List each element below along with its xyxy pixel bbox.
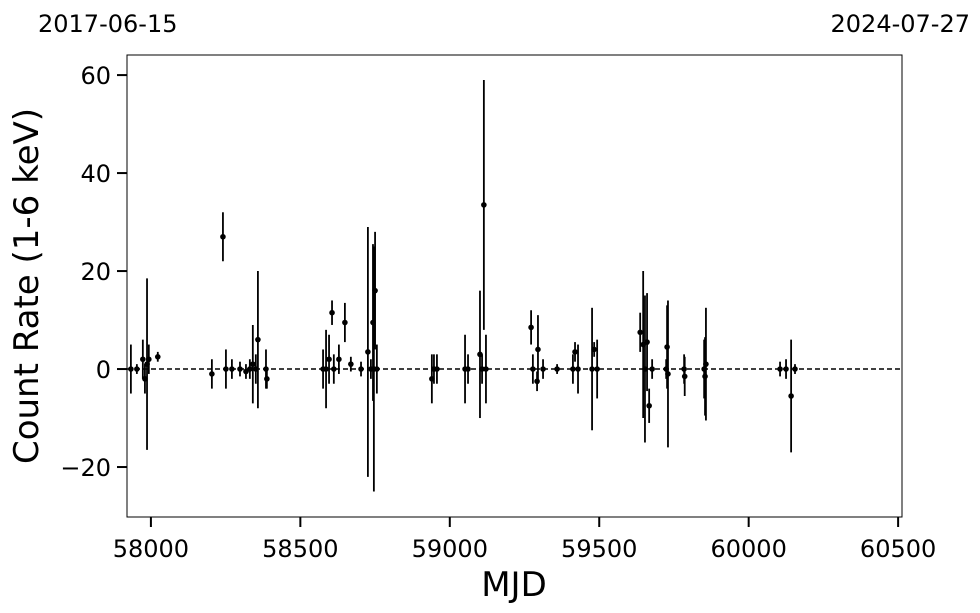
end-date: 2024-07-27 (831, 10, 970, 38)
data-point (479, 366, 485, 372)
y-tick-label: 40 (80, 160, 111, 188)
data-point (554, 366, 560, 372)
data-point (465, 366, 471, 372)
data-point (331, 366, 337, 372)
x-tick-label: 58000 (113, 535, 189, 563)
data-point (255, 336, 261, 343)
data-point (326, 356, 332, 363)
data-point (323, 366, 329, 372)
data-point (788, 393, 794, 399)
data-point (572, 349, 578, 355)
data-point (237, 366, 243, 372)
y-tick-label: −20 (60, 454, 111, 482)
data-point (134, 366, 140, 372)
data-point (128, 366, 134, 372)
x-tick-label: 60000 (710, 535, 786, 563)
data-point (140, 356, 146, 363)
y-tick-label: 60 (80, 62, 111, 90)
data-point (570, 366, 576, 372)
data-point (591, 346, 597, 353)
data-point (372, 287, 378, 294)
data-point (223, 366, 229, 372)
data-point (649, 366, 655, 372)
data-point (264, 376, 270, 382)
data-point (530, 366, 536, 372)
data-point (540, 366, 546, 372)
data-point (594, 366, 600, 372)
data-point (209, 371, 215, 377)
data-point (481, 202, 487, 208)
x-tick-label: 59000 (412, 535, 488, 563)
data-point (329, 309, 335, 316)
data-point (646, 402, 652, 409)
x-tick-label: 60500 (860, 535, 936, 563)
data-point (154, 353, 161, 360)
data-point (247, 366, 253, 372)
x-axis-label: MJD (481, 565, 547, 605)
data-point (250, 361, 256, 367)
data-point (220, 233, 226, 240)
data-point (535, 346, 541, 353)
data-point (637, 329, 643, 336)
data-point (783, 366, 789, 372)
data-point (777, 366, 783, 372)
data-point (589, 366, 595, 372)
y-tick-label: 20 (80, 258, 111, 286)
data-point (665, 371, 671, 377)
x-tick-label: 58500 (262, 535, 338, 563)
start-date: 2017-06-15 (38, 10, 177, 38)
data-point (358, 366, 364, 372)
data-point (575, 366, 581, 372)
data-point (434, 366, 440, 372)
data-point (483, 366, 489, 372)
data-point (336, 356, 342, 363)
data-point (681, 373, 688, 380)
data-point (146, 356, 152, 363)
data-point (342, 319, 348, 326)
data-point (792, 366, 798, 372)
plot-frame (126, 54, 903, 518)
data-point (644, 339, 650, 345)
data-point (365, 349, 371, 355)
data-point (528, 324, 534, 331)
data-point (703, 361, 709, 367)
x-tick-label: 59500 (561, 535, 637, 563)
y-tick-label: 0 (96, 356, 111, 384)
data-point (374, 366, 380, 372)
data-point (348, 361, 354, 367)
data-point (229, 366, 235, 372)
y-axis-label: Count Rate (1-6 keV) (7, 108, 47, 464)
